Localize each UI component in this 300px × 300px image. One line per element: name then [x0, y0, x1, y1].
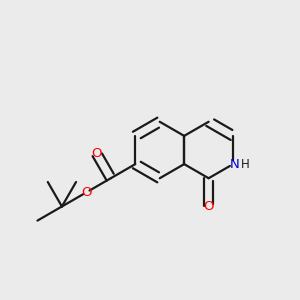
Text: H: H — [241, 158, 250, 171]
Text: O: O — [203, 200, 214, 213]
Text: O: O — [92, 147, 102, 160]
Text: N: N — [230, 158, 239, 171]
Text: O: O — [81, 186, 92, 199]
